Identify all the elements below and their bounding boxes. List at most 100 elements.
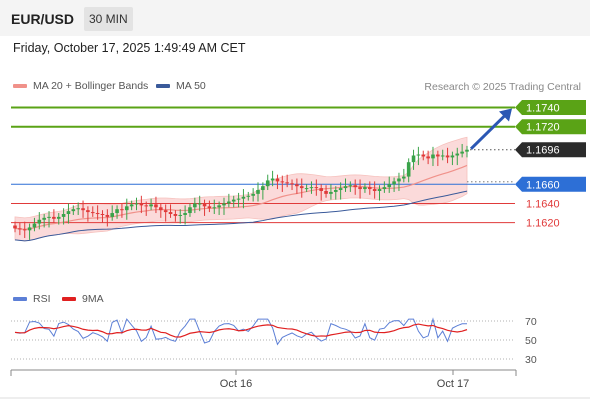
level-tag-bg [515, 100, 586, 116]
candle-body [149, 204, 153, 207]
candle-body [32, 223, 37, 228]
candle-body [56, 216, 61, 219]
level-tag-1.1696: 1.1696 [515, 142, 586, 158]
candle-body [124, 206, 129, 211]
ma50-label: MA 50 [176, 80, 206, 92]
candle-body [95, 213, 100, 215]
rsi-tick-50: 50 [525, 335, 537, 347]
symbol-label: EUR/USD [11, 11, 75, 27]
candle-body [37, 219, 42, 224]
level-tag-1.1640: 1.1640 [526, 198, 560, 210]
candle-body [115, 209, 119, 214]
level-tag-bg [515, 119, 586, 135]
candle-body [241, 196, 246, 199]
candle-body [139, 203, 144, 206]
candle-body [421, 154, 426, 157]
time-axis: Oct 16 Oct 17 [0, 369, 590, 399]
candle-body [42, 217, 46, 220]
candle-body [338, 188, 343, 191]
candle-body [188, 207, 192, 214]
candle-body [309, 187, 314, 189]
candle-body [246, 195, 251, 197]
candle-body [455, 153, 460, 156]
level-tag-1.1660: 1.1660 [515, 176, 586, 192]
candle-body [256, 190, 260, 194]
candle-body [265, 180, 270, 187]
candle-body [416, 154, 421, 156]
candle-body [168, 212, 173, 215]
ma20-legend: MA 20 + Bollinger Bands [13, 80, 148, 92]
candle-body [333, 190, 338, 192]
candle-body [159, 207, 163, 211]
level-tag-1.1740: 1.1740 [515, 100, 586, 116]
candle-body [173, 214, 178, 216]
level-tags: 1.1740 1.1720 1.1696 1.1660 1.1640 1.1620 [515, 100, 586, 230]
timeframe-badge[interactable]: 30 MIN [84, 7, 133, 31]
level-tag-bg [515, 176, 586, 192]
arrow-shaft [469, 113, 508, 150]
candle-body [13, 225, 17, 229]
candle-body [299, 186, 304, 189]
candle-body [397, 178, 401, 182]
candle-body [222, 203, 226, 206]
candle-body [193, 203, 197, 208]
candle-body [217, 205, 221, 208]
candle-body [440, 155, 445, 157]
candle-body [426, 156, 430, 159]
candle-body [134, 203, 139, 205]
target-arrow [469, 108, 512, 150]
level-tag-text: 1.1740 [526, 103, 560, 115]
ma9-swatch [62, 297, 76, 301]
candle-body [110, 213, 115, 217]
candle-body [319, 188, 323, 191]
candle-body [27, 227, 32, 231]
candle-body [387, 184, 392, 188]
rsi-panel: 70 50 30 [11, 316, 537, 366]
candles [13, 143, 469, 240]
candle-body [120, 209, 124, 211]
axis-label-Oct 17: Oct 17 [437, 378, 469, 390]
candle-body [163, 210, 168, 213]
bollinger-band [14, 136, 468, 242]
ma50-legend: MA 50 [156, 80, 206, 92]
candle-body [445, 155, 450, 158]
level-tag-1.1620: 1.1620 [526, 218, 560, 230]
candle-body [358, 187, 362, 190]
bollinger-area [14, 136, 468, 242]
candle-body [314, 187, 319, 189]
candle-body [231, 199, 236, 202]
candle-body [61, 214, 66, 217]
candle-body [90, 212, 95, 214]
rsi-line [14, 317, 468, 346]
level-tag-text: 1.1640 [526, 198, 560, 210]
candle-body [324, 190, 328, 194]
candle-body [236, 198, 241, 200]
candle-body [178, 214, 183, 216]
candle-body [251, 193, 255, 196]
candle-body [382, 187, 387, 190]
level-tag-bg [515, 142, 586, 158]
candle-body [348, 185, 353, 187]
rsi-tick-70: 70 [525, 316, 537, 328]
ma9-legend: 9MA [62, 293, 104, 305]
candle-body [66, 211, 71, 215]
candle-body [227, 201, 231, 204]
moving-averages [14, 164, 468, 242]
level-tag-text: 1.1660 [526, 179, 560, 191]
candle-body [100, 214, 105, 216]
candle-body [363, 187, 367, 190]
datetime-label: Friday, October 17, 2025 1:49:49 AM CET [13, 41, 246, 55]
candle-body [353, 185, 358, 188]
top-bar: EUR/USD 30 MIN [0, 0, 590, 36]
rsi-swatch [13, 297, 27, 301]
ma50-line [14, 190, 468, 242]
candle-body [343, 186, 348, 189]
candle-body [18, 228, 22, 230]
level-tag-1.1720: 1.1720 [515, 119, 586, 135]
axis-label-Oct 16: Oct 16 [220, 378, 252, 390]
candle-body [71, 209, 76, 212]
level-tag-text: 1.1620 [526, 218, 560, 230]
level-tag-text: 1.1696 [526, 145, 560, 157]
candle-body [183, 213, 187, 215]
